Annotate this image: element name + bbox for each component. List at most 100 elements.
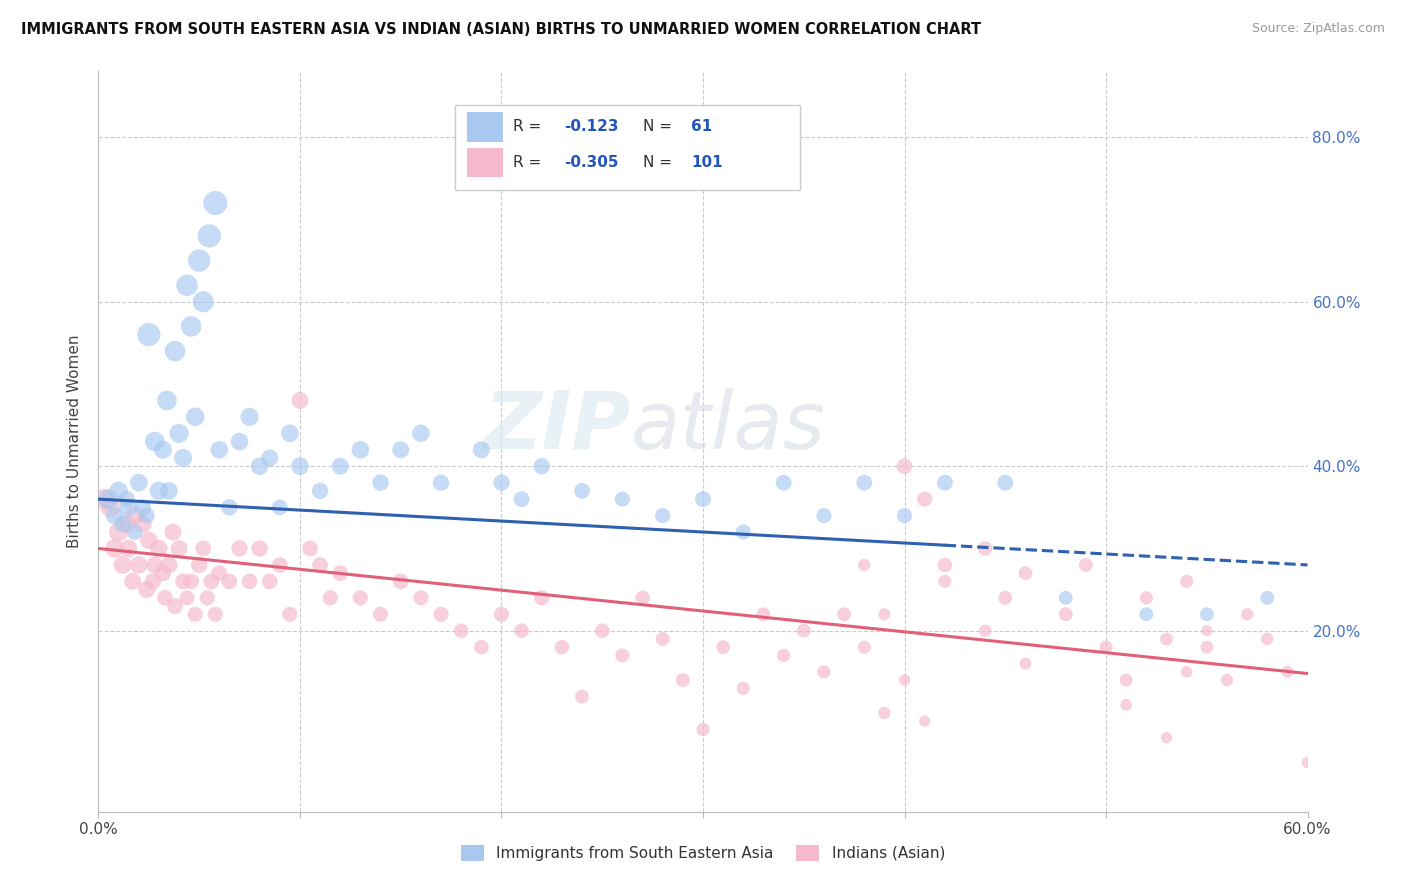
Point — [148, 541, 170, 556]
Point — [772, 475, 794, 490]
Point — [111, 516, 134, 531]
Point — [167, 541, 190, 556]
Point — [389, 442, 412, 457]
Point — [873, 607, 896, 622]
Point — [97, 492, 120, 507]
Point — [1175, 574, 1198, 589]
Point — [409, 591, 432, 605]
Point — [349, 591, 371, 605]
Point — [107, 483, 129, 498]
Point — [853, 475, 876, 490]
Point — [135, 582, 157, 597]
Point — [631, 591, 654, 605]
Point — [1156, 731, 1178, 745]
Point — [239, 409, 262, 424]
Point — [733, 681, 755, 696]
Point — [893, 459, 915, 474]
Point — [200, 574, 222, 589]
Point — [389, 574, 412, 589]
FancyBboxPatch shape — [467, 112, 503, 142]
Point — [329, 566, 352, 581]
Point — [309, 483, 332, 498]
Point — [1216, 673, 1239, 687]
Point — [188, 558, 211, 572]
Point — [103, 541, 125, 556]
Point — [111, 558, 134, 572]
Text: N =: N = — [643, 120, 676, 135]
Point — [893, 508, 915, 523]
Point — [934, 475, 956, 490]
Point — [530, 591, 553, 605]
Point — [138, 327, 160, 342]
Point — [1256, 632, 1278, 646]
Point — [349, 442, 371, 457]
Point — [115, 492, 138, 507]
Point — [118, 500, 141, 515]
Point — [1135, 607, 1157, 622]
Point — [172, 574, 194, 589]
Point — [180, 319, 202, 334]
Point — [138, 533, 160, 548]
Point — [142, 574, 165, 589]
Point — [1095, 640, 1118, 655]
Legend: Immigrants from South Eastern Asia, Indians (Asian): Immigrants from South Eastern Asia, Indi… — [456, 838, 950, 867]
Point — [409, 426, 432, 441]
Point — [278, 607, 301, 622]
Point — [118, 541, 141, 556]
Point — [1054, 591, 1077, 605]
Text: 61: 61 — [690, 120, 713, 135]
Y-axis label: Births to Unmarried Women: Births to Unmarried Women — [67, 334, 83, 549]
Point — [143, 434, 166, 449]
Point — [510, 624, 533, 638]
Text: N =: N = — [643, 155, 676, 169]
Point — [176, 591, 198, 605]
Point — [121, 574, 143, 589]
Point — [934, 574, 956, 589]
Point — [450, 624, 472, 638]
Point — [914, 714, 936, 729]
Point — [430, 475, 453, 490]
Text: -0.123: -0.123 — [564, 120, 619, 135]
Point — [711, 640, 734, 655]
Point — [249, 541, 271, 556]
Point — [772, 648, 794, 663]
Point — [163, 344, 186, 359]
Point — [228, 434, 250, 449]
Point — [259, 574, 281, 589]
Point — [692, 492, 714, 507]
Text: atlas: atlas — [630, 388, 825, 466]
Point — [115, 516, 138, 531]
Point — [103, 508, 125, 523]
Point — [278, 426, 301, 441]
Point — [309, 558, 332, 572]
Point — [148, 483, 170, 498]
Point — [651, 508, 673, 523]
Point — [184, 409, 207, 424]
Point — [124, 508, 146, 523]
Point — [239, 574, 262, 589]
Point — [172, 450, 194, 465]
Point — [124, 524, 146, 539]
Point — [188, 253, 211, 268]
Point — [128, 475, 150, 490]
Point — [152, 442, 174, 457]
Point — [612, 492, 634, 507]
Point — [832, 607, 855, 622]
Point — [1135, 591, 1157, 605]
FancyBboxPatch shape — [456, 104, 800, 190]
Point — [974, 541, 997, 556]
Point — [167, 426, 190, 441]
Point — [195, 591, 218, 605]
Point — [571, 483, 593, 498]
Point — [132, 500, 155, 515]
Point — [288, 459, 311, 474]
Point — [288, 393, 311, 408]
Point — [319, 591, 342, 605]
Point — [813, 665, 835, 679]
Point — [208, 442, 231, 457]
Point — [208, 566, 231, 581]
Point — [1014, 657, 1036, 671]
Point — [752, 607, 775, 622]
Point — [156, 393, 179, 408]
Point — [1256, 591, 1278, 605]
